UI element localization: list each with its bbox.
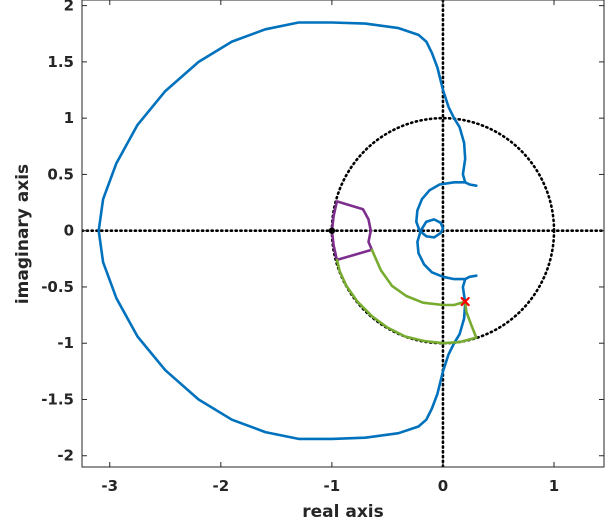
nyquist-curve-1 bbox=[415, 181, 467, 281]
y-tick-label: 1 bbox=[64, 109, 74, 127]
plot-frame bbox=[81, 0, 605, 468]
y-tick-label: -2 bbox=[57, 447, 74, 465]
y-tick-label: -1 bbox=[57, 334, 74, 352]
y-tick-label: 0.5 bbox=[47, 165, 74, 183]
markers-layer bbox=[328, 227, 470, 307]
y-tick-label: -0.5 bbox=[41, 278, 74, 296]
y-axis-ticks: -2 -1.5 -1 -0.5 0 0.5 1 1.5 2 bbox=[41, 0, 604, 465]
intersection-marker bbox=[460, 296, 470, 307]
nyquist-curve-0 bbox=[97, 21, 478, 441]
x-tick-label: 0 bbox=[438, 477, 448, 495]
plot-area bbox=[81, 0, 605, 468]
x-tick-label: -2 bbox=[212, 477, 229, 495]
sector-curve-3 bbox=[335, 248, 478, 345]
intersection-marker-stroke-2 bbox=[460, 296, 470, 307]
plot-background bbox=[82, 0, 604, 467]
y-tick-label: 2 bbox=[64, 0, 74, 15]
y-tick-label: 0 bbox=[64, 222, 74, 240]
y-tick-label: -1.5 bbox=[41, 390, 74, 408]
x-axis-ticks: -3 -2 -1 0 1 bbox=[101, 0, 559, 495]
curves-layer bbox=[97, 21, 478, 441]
x-tick-label: -1 bbox=[324, 477, 341, 495]
x-axis-label: real axis bbox=[302, 502, 384, 522]
x-tick-label: 1 bbox=[549, 477, 559, 495]
x-tick-label: -3 bbox=[101, 477, 118, 495]
y-axis-label: imaginary axis bbox=[13, 164, 33, 304]
critical-point-marker bbox=[328, 227, 336, 234]
y-tick-label: 1.5 bbox=[47, 53, 74, 71]
